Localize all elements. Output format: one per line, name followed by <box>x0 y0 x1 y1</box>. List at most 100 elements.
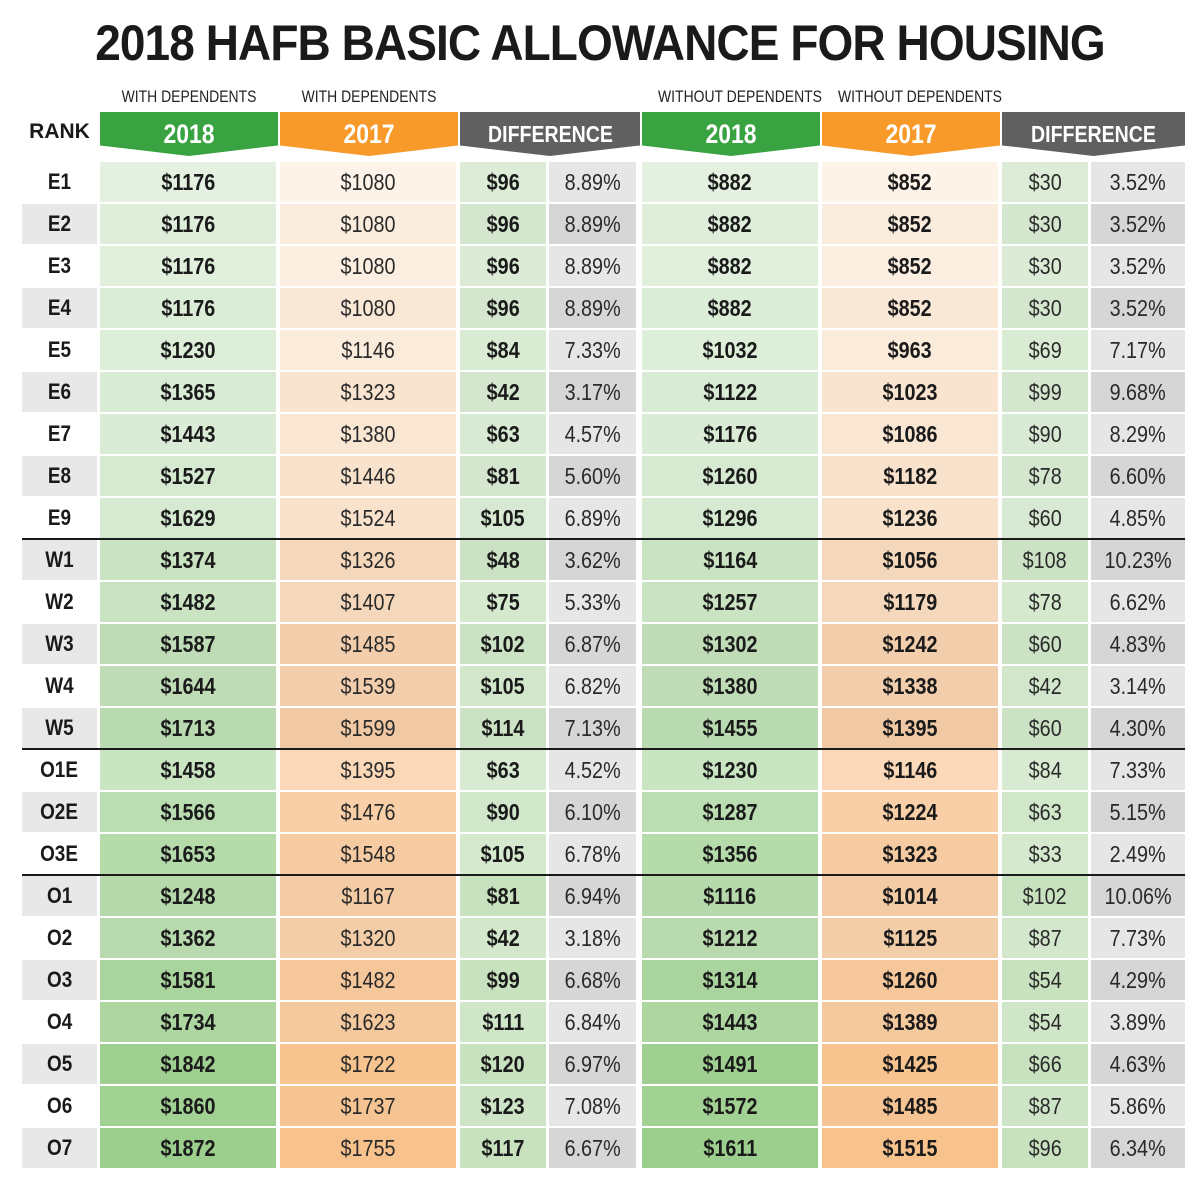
without-difference-percent: 8.29% <box>1091 414 1185 454</box>
without-dependents-2018: $1116 <box>642 876 818 916</box>
table-row: O1E $1458 $1395 $63 4.52% $1230 $1146 $84 7.33% <box>0 749 1200 791</box>
without-dependents-2017: $1023 <box>822 372 998 412</box>
table-row: W4 $1644 $1539 $105 6.82% $1380 $1338 $42 3.14% <box>0 665 1200 707</box>
table-row: O5 $1842 $1722 $120 6.97% $1491 $1425 $66 4.63% <box>0 1043 1200 1085</box>
with-difference-percent: 6.84% <box>549 1002 636 1042</box>
rank-cell: O2E <box>22 792 97 832</box>
with-difference-amount: $42 <box>460 918 546 958</box>
table-row: O4 $1734 $1623 $111 6.84% $1443 $1389 $54 3.89% <box>0 1001 1200 1043</box>
rank-cell: O3 <box>22 960 97 1000</box>
without-difference-percent: 4.29% <box>1091 960 1185 1000</box>
with-difference-amount: $102 <box>460 624 546 664</box>
with-dependents-2017: $1080 <box>280 162 456 202</box>
with-dependents-2017: $1476 <box>280 792 456 832</box>
without-difference-amount: $60 <box>1002 708 1088 748</box>
with-dependents-2017: $1539 <box>280 666 456 706</box>
with-dependents-2018: $1587 <box>100 624 276 664</box>
rank-cell: W1 <box>22 540 97 580</box>
with-difference-amount: $96 <box>460 204 546 244</box>
with-difference-percent: 6.89% <box>549 498 636 538</box>
with-dependents-2018: $1629 <box>100 498 276 538</box>
rank-cell: O4 <box>22 1002 97 1042</box>
group-separator <box>22 748 1185 750</box>
with-dependents-2018: $1482 <box>100 582 276 622</box>
with-dependents-2018: $1443 <box>100 414 276 454</box>
without-dependents-2017: $1125 <box>822 918 998 958</box>
without-difference-percent: 6.62% <box>1091 582 1185 622</box>
with-dependents-2018: $1566 <box>100 792 276 832</box>
without-dependents-2017: $1236 <box>822 498 998 538</box>
without-dependents-2018: $1302 <box>642 624 818 664</box>
with-dependents-2018: $1581 <box>100 960 276 1000</box>
with-difference-percent: 3.17% <box>549 372 636 412</box>
with-dependents-2017: $1599 <box>280 708 456 748</box>
with-dependents-2018: $1176 <box>100 204 276 244</box>
without-difference-amount: $84 <box>1002 750 1088 790</box>
without-dependents-2017: $1056 <box>822 540 998 580</box>
without-difference-percent: 3.89% <box>1091 1002 1185 1042</box>
with-difference-amount: $81 <box>460 876 546 916</box>
without-difference-percent: 10.23% <box>1091 540 1185 580</box>
header-without-2017: 2017 <box>822 112 1000 156</box>
without-dependents-2017: $1014 <box>822 876 998 916</box>
with-dependents-2017: $1167 <box>280 876 456 916</box>
without-difference-percent: 9.68% <box>1091 372 1185 412</box>
with-difference-percent: 6.68% <box>549 960 636 1000</box>
subheader-with-dependents-2017: WITH DEPENDENTS <box>301 87 437 106</box>
with-difference-percent: 6.78% <box>549 834 636 874</box>
rank-cell: O3E <box>22 834 97 874</box>
with-difference-amount: $63 <box>460 750 546 790</box>
without-difference-percent: 5.86% <box>1091 1086 1185 1126</box>
without-dependents-2018: $1491 <box>642 1044 818 1084</box>
with-dependents-2017: $1380 <box>280 414 456 454</box>
with-difference-amount: $42 <box>460 372 546 412</box>
without-dependents-2018: $1032 <box>642 330 818 370</box>
without-dependents-2018: $1611 <box>642 1128 818 1168</box>
without-dependents-2018: $1296 <box>642 498 818 538</box>
with-difference-percent: 4.57% <box>549 414 636 454</box>
without-difference-percent: 4.30% <box>1091 708 1185 748</box>
with-dependents-2017: $1446 <box>280 456 456 496</box>
with-dependents-2017: $1548 <box>280 834 456 874</box>
table-row: E4 $1176 $1080 $96 8.89% $882 $852 $30 3.52% <box>0 287 1200 329</box>
subheader-without-dependents-2017: WITHOUT DEPENDENTS <box>838 87 1002 106</box>
without-difference-percent: 7.73% <box>1091 918 1185 958</box>
without-difference-percent: 3.52% <box>1091 204 1185 244</box>
table-row: O1 $1248 $1167 $81 6.94% $1116 $1014 $102 10.06% <box>0 875 1200 917</box>
table-row: O7 $1872 $1755 $117 6.67% $1611 $1515 $96 6.34% <box>0 1127 1200 1169</box>
without-difference-amount: $30 <box>1002 288 1088 328</box>
rank-cell: E3 <box>22 246 97 286</box>
with-difference-percent: 8.89% <box>549 246 636 286</box>
with-dependents-2017: $1080 <box>280 288 456 328</box>
with-difference-amount: $105 <box>460 666 546 706</box>
with-dependents-2018: $1713 <box>100 708 276 748</box>
with-difference-percent: 8.89% <box>549 162 636 202</box>
table-row: E7 $1443 $1380 $63 4.57% $1176 $1086 $90 8.29% <box>0 413 1200 455</box>
without-difference-amount: $78 <box>1002 456 1088 496</box>
rank-cell: E5 <box>22 330 97 370</box>
with-difference-percent: 3.18% <box>549 918 636 958</box>
with-difference-percent: 8.89% <box>549 288 636 328</box>
rank-cell: E1 <box>22 162 97 202</box>
with-difference-amount: $48 <box>460 540 546 580</box>
with-dependents-2017: $1623 <box>280 1002 456 1042</box>
without-difference-amount: $30 <box>1002 162 1088 202</box>
with-difference-percent: 7.13% <box>549 708 636 748</box>
without-difference-amount: $99 <box>1002 372 1088 412</box>
rank-cell: O7 <box>22 1128 97 1168</box>
without-difference-percent: 5.15% <box>1091 792 1185 832</box>
without-difference-percent: 4.63% <box>1091 1044 1185 1084</box>
group-separator <box>22 874 1185 876</box>
table-row: E1 $1176 $1080 $96 8.89% $882 $852 $30 3.52% <box>0 161 1200 203</box>
without-dependents-2018: $1122 <box>642 372 818 412</box>
with-dependents-2017: $1737 <box>280 1086 456 1126</box>
without-dependents-2018: $1287 <box>642 792 818 832</box>
without-dependents-2017: $1179 <box>822 582 998 622</box>
without-dependents-2018: $1356 <box>642 834 818 874</box>
without-dependents-2018: $1455 <box>642 708 818 748</box>
subheader-with-dependents-2018: WITH DEPENDENTS <box>121 87 257 106</box>
without-difference-percent: 4.83% <box>1091 624 1185 664</box>
without-difference-amount: $60 <box>1002 498 1088 538</box>
with-difference-amount: $111 <box>460 1002 546 1042</box>
table-row: E5 $1230 $1146 $84 7.33% $1032 $963 $69 7.17% <box>0 329 1200 371</box>
